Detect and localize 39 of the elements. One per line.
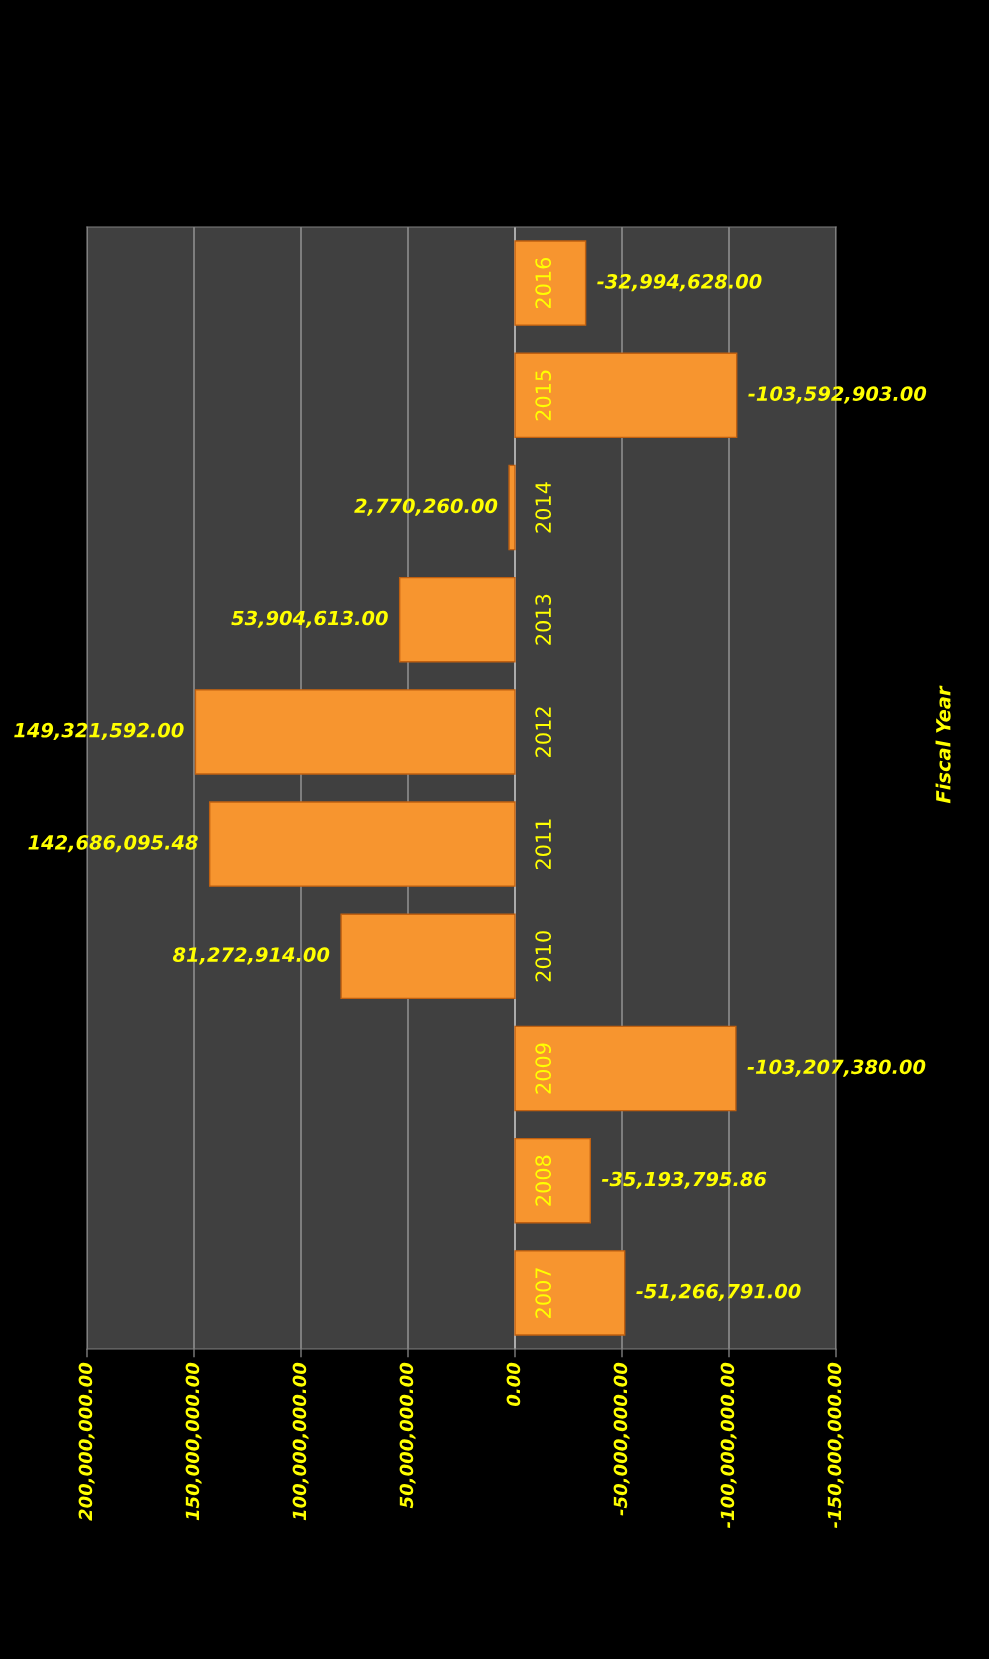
x-tick-label: 50,000,000.00 — [399, 1362, 416, 1509]
data-label: 149,321,592.00 — [14, 722, 184, 741]
bar — [398, 576, 516, 663]
data-label: 142,686,095.48 — [28, 835, 198, 853]
data-label: 81,272,914.00 — [172, 947, 330, 965]
data-label: 53,904,613.00 — [231, 610, 388, 628]
data-label: -51,266,791.00 — [636, 1283, 801, 1302]
bar — [514, 1025, 737, 1112]
x-tick-label: -50,000,000.00 — [613, 1362, 630, 1516]
y-tick-label: 2010 — [535, 931, 552, 982]
y-tick-label: 2013 — [535, 594, 552, 645]
y-tick-label: 2009 — [535, 1043, 552, 1094]
data-label: -103,207,380.00 — [747, 1059, 926, 1077]
bar — [194, 689, 516, 775]
y-tick-label: 2014 — [535, 482, 552, 533]
text: Fiscal Year — [935, 685, 951, 804]
bar — [508, 464, 516, 551]
x-tick-label: -100,000,000.00 — [720, 1362, 737, 1528]
data-label: -32,994,628.00 — [597, 274, 762, 292]
x-tick-label: 0.00 — [506, 1362, 521, 1407]
y-tick-label: 2016 — [535, 257, 552, 309]
data-label: 2,770,260.00 — [354, 498, 498, 516]
x-tick-label: -150,000,000.00 — [827, 1362, 844, 1528]
bar — [514, 352, 738, 439]
bar — [514, 240, 587, 326]
x-tick-label: 100,000,000.00 — [292, 1362, 309, 1521]
y-tick-label: 2015 — [535, 370, 552, 421]
bar — [514, 1250, 626, 1336]
data-label: -35,193,795.86 — [601, 1171, 767, 1189]
bar — [514, 1137, 592, 1224]
y-tick-label: 2008 — [535, 1155, 552, 1206]
bar — [208, 801, 516, 887]
x-tick-label: 150,000,000.00 — [185, 1362, 202, 1521]
y-tick-label: 2007 — [535, 1268, 552, 1318]
bar — [340, 913, 516, 1000]
y-tick-label: 2011 — [535, 819, 552, 870]
y-tick-label: 2012 — [535, 707, 552, 757]
data-label: -103,592,903.00 — [748, 386, 927, 404]
x-tick-label: 200,000,000.00 — [78, 1362, 95, 1521]
